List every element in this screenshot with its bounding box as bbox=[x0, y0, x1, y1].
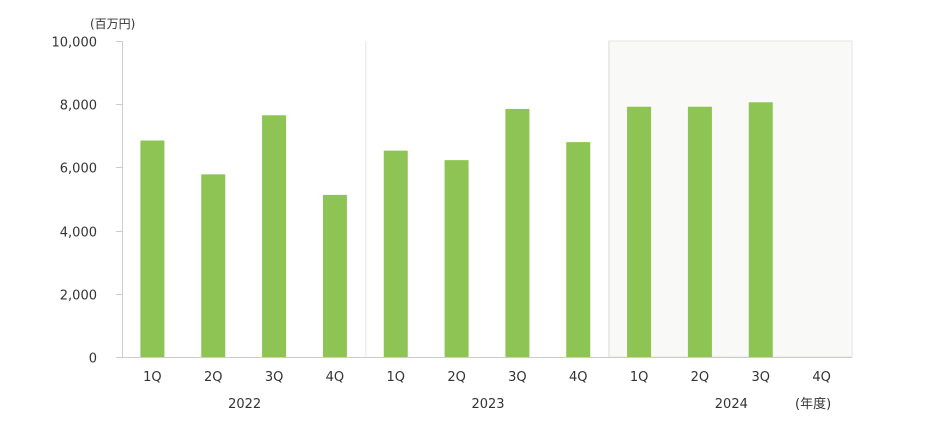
x-group-label: 2023 bbox=[471, 397, 504, 412]
x-tick-label: 2Q bbox=[691, 370, 710, 385]
x-tick-label: 3Q bbox=[751, 370, 770, 385]
y-tick-label: 4,000 bbox=[60, 226, 97, 241]
bar-2022-4Q bbox=[322, 194, 347, 357]
bar-2022-1Q bbox=[140, 140, 165, 357]
y-tick-label: 2,000 bbox=[60, 289, 97, 304]
x-tick-label: 3Q bbox=[265, 370, 284, 385]
y-tick-label: 8,000 bbox=[60, 99, 97, 114]
bar-2024-2Q bbox=[687, 106, 712, 357]
y-tick-label: 0 bbox=[89, 352, 97, 367]
bar-2023-4Q bbox=[566, 142, 591, 357]
bar-2022-2Q bbox=[201, 174, 226, 357]
x-tick-label: 2Q bbox=[447, 370, 466, 385]
y-tick-label: 6,000 bbox=[60, 162, 97, 177]
bar-2024-1Q bbox=[627, 106, 652, 357]
bar-2022-3Q bbox=[262, 115, 287, 357]
bar-2023-2Q bbox=[444, 160, 469, 357]
x-tick-label: 2Q bbox=[204, 370, 223, 385]
x-tick-label: 1Q bbox=[143, 370, 162, 385]
x-group-label: 2022 bbox=[228, 397, 261, 412]
x-tick-label: 3Q bbox=[508, 370, 527, 385]
x-tick-label: 4Q bbox=[326, 370, 345, 385]
x-tick-label: 4Q bbox=[812, 370, 831, 385]
bar-2023-3Q bbox=[505, 108, 530, 357]
y-unit-label: (百万円) bbox=[90, 17, 135, 31]
x-tick-label: 1Q bbox=[630, 370, 649, 385]
y-tick-label: 10,000 bbox=[52, 36, 98, 51]
bar-2024-3Q bbox=[748, 102, 773, 357]
x-group-label: 2024 bbox=[715, 397, 748, 412]
x-tick-label: 1Q bbox=[386, 370, 405, 385]
bar-2023-1Q bbox=[383, 150, 408, 357]
x-unit-label: (年度) bbox=[795, 396, 831, 412]
x-tick-label: 4Q bbox=[569, 370, 588, 385]
